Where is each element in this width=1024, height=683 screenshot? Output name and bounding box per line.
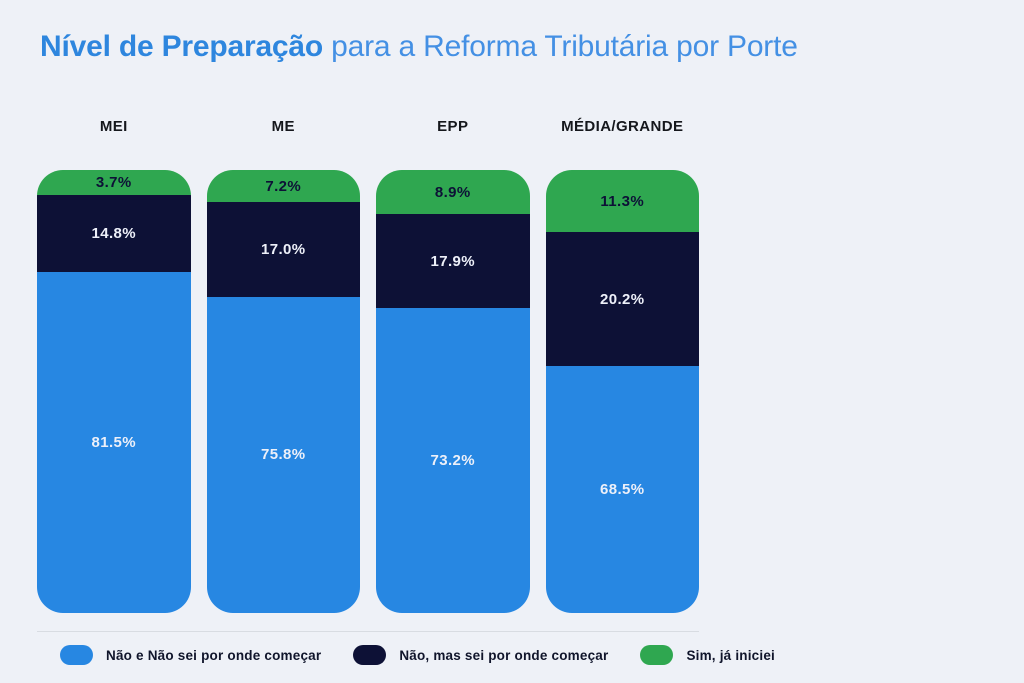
value-label: 7.2% [265, 177, 302, 195]
stacked-bar-epp: 8.9% 17.9% 73.2% [376, 170, 530, 613]
segment-nao-mas-sei: 14.8% [37, 194, 191, 272]
bar-column-mei: MEI 3.7% 14.8% 81.5% [37, 118, 191, 613]
stacked-bar-chart: MEI 3.7% 14.8% 81.5% ME 7.2% 17.0% 75.8% [37, 118, 699, 613]
value-label: 81.5% [91, 433, 137, 451]
legend-item-sim-ja-iniciei: Sim, já iniciei [640, 645, 775, 665]
segment-sim-ja-iniciei: 8.9% [376, 170, 530, 215]
legend-label: Sim, já iniciei [686, 647, 775, 663]
legend-item-nao-mas-sei: Não, mas sei por onde começar [353, 645, 608, 665]
segment-nao-e-nao-sei: 75.8% [206, 296, 360, 613]
chart-legend: Não e Não sei por onde começar Não, mas … [60, 645, 775, 665]
value-label: 20.2% [599, 290, 645, 308]
value-label: 75.8% [260, 446, 306, 464]
legend-swatch-green [640, 645, 674, 665]
category-label-me: ME [271, 118, 295, 135]
category-label-media-grande: MÉDIA/GRANDE [561, 118, 684, 135]
legend-swatch-navy [353, 645, 387, 665]
segment-nao-mas-sei: 17.0% [206, 202, 360, 297]
segment-nao-mas-sei: 17.9% [376, 214, 530, 309]
value-label: 68.5% [599, 481, 645, 499]
segment-nao-mas-sei: 20.2% [545, 232, 699, 367]
stacked-bar-mei: 3.7% 14.8% 81.5% [37, 170, 191, 613]
category-label-epp: EPP [437, 118, 469, 135]
segment-sim-ja-iniciei: 7.2% [206, 170, 360, 203]
page-title-highlight: Nível de Preparação [40, 30, 324, 63]
value-label: 14.8% [91, 224, 137, 242]
bar-column-epp: EPP 8.9% 17.9% 73.2% [376, 118, 530, 613]
value-label: 17.9% [430, 252, 476, 270]
category-label-mei: MEI [99, 118, 128, 135]
segment-nao-e-nao-sei: 73.2% [376, 308, 530, 613]
legend-swatch-blue [60, 645, 93, 665]
segment-sim-ja-iniciei: 3.7% [37, 170, 191, 195]
stacked-bar-me: 7.2% 17.0% 75.8% [206, 170, 360, 613]
value-label: 8.9% [434, 183, 471, 201]
segment-nao-e-nao-sei: 68.5% [545, 366, 699, 613]
legend-item-nao-e-nao-sei: Não e Não sei por onde começar [60, 645, 321, 665]
page-title-rest: para a Reforma Tributária por Porte [323, 30, 798, 63]
stacked-bar-media-grande: 11.3% 20.2% 68.5% [545, 170, 699, 613]
value-label: 17.0% [260, 241, 306, 258]
segment-sim-ja-iniciei: 11.3% [545, 170, 699, 233]
page-title: Nível de Preparação para a Reforma Tribu… [40, 30, 798, 64]
segment-nao-e-nao-sei: 81.5% [37, 271, 191, 613]
legend-label: Não e Não sei por onde começar [106, 647, 322, 663]
legend-label: Não, mas sei por onde começar [399, 647, 609, 663]
bar-column-me: ME 7.2% 17.0% 75.8% [206, 118, 360, 613]
value-label: 11.3% [600, 192, 645, 210]
value-label: 73.2% [430, 452, 476, 470]
legend-divider [37, 631, 699, 632]
bar-column-media-grande: MÉDIA/GRANDE 11.3% 20.2% 68.5% [545, 118, 699, 613]
value-label: 3.7% [95, 173, 132, 191]
